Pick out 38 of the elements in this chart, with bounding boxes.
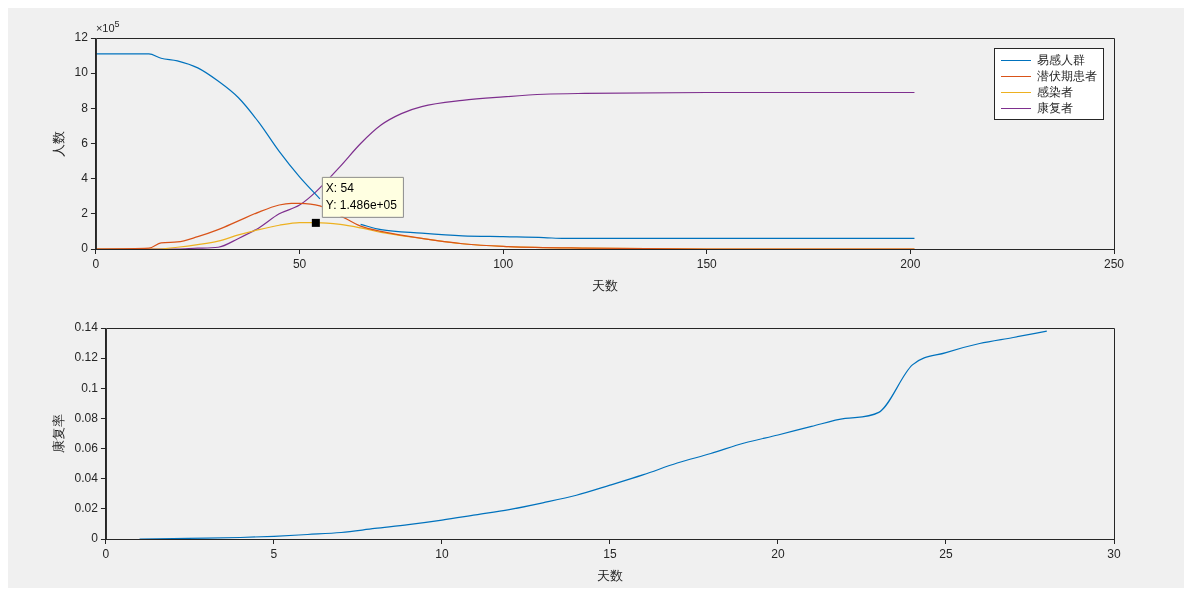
x-tick-label: 5 [270,546,278,561]
x-tick-label: 30 [1107,546,1121,561]
x-tick-label: 20 [771,546,785,561]
x-tick-label: 25 [939,546,953,561]
y-tick-label: 10 [74,65,89,80]
x-axis-title: 天数 [596,567,623,583]
y-tick-label: 0.02 [74,501,99,516]
x-axis-title: 天数 [591,277,618,293]
y-axis-title: 人数 [51,130,67,157]
y-tick-label: 12 [74,30,89,45]
y-tick-label: 2 [81,206,89,221]
y-tick-label: 4 [81,170,89,185]
y-tick-label: 0 [81,241,89,256]
legend-label: 康复者 [1037,99,1073,117]
y-tick-label: 8 [81,100,89,115]
legend-label: 潜伏期患者 [1037,67,1097,85]
y-tick-label: 0.08 [74,410,99,425]
y-tick-label: 0.14 [74,320,99,335]
y-axis-title: 康复率 [51,414,67,453]
line-series [95,202,916,249]
x-tick-label: 10 [435,546,449,561]
legend-label: 易感人群 [1037,51,1085,69]
x-tick-label: 0 [102,546,110,561]
x-tick-label: 250 [1103,256,1125,271]
x-tick-label: 100 [493,256,514,271]
x-tick-label: 50 [292,256,307,271]
x-tick-label: 200 [900,256,921,271]
x-tick-label: 150 [696,256,718,271]
y-tick-label: 0.12 [74,350,99,365]
y-tick-label: 0.04 [74,471,99,486]
y-tick-label: 0.06 [74,440,99,455]
legend-label: 感染者 [1037,83,1073,101]
y-tick-label: 6 [81,135,89,150]
line-series [138,330,1048,539]
y-tick-label: 0.1 [81,380,99,395]
x-tick-label: 15 [603,546,617,561]
annotation: X: 54 Y: 1.486e+05 [325,181,398,213]
y-tick-label: 0 [91,531,99,546]
